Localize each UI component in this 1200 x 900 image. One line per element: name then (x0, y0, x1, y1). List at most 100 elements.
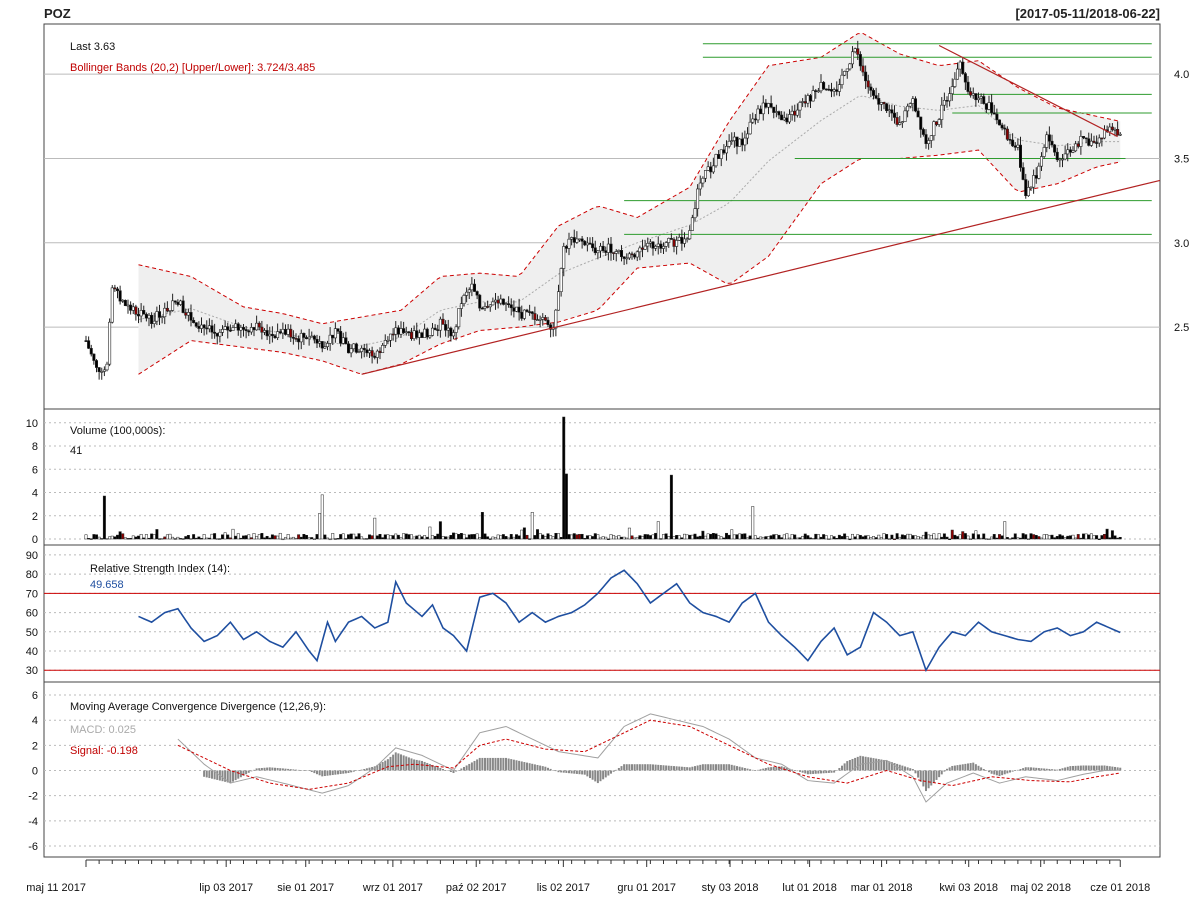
volume-bar (1084, 533, 1088, 540)
volume-bar (410, 534, 413, 540)
macd-histogram-bar (1119, 767, 1122, 771)
macd-histogram-bar (736, 766, 738, 771)
volume-bar (1061, 535, 1064, 540)
candle-body (1037, 165, 1041, 179)
macd-histogram-bar (1108, 766, 1111, 771)
macd-histogram-bar (780, 766, 783, 771)
macd-tick-label: -4 (28, 816, 38, 828)
volume-bar (228, 537, 232, 540)
macd-histogram-bar (1074, 765, 1077, 771)
macd-histogram-bar (843, 763, 846, 771)
volume-bar (517, 535, 521, 540)
candle-body (643, 245, 647, 250)
candle-body (339, 331, 343, 344)
candle-body (394, 327, 398, 335)
macd-histogram-bar (547, 767, 549, 771)
macd-histogram-bar (321, 770, 324, 777)
macd-histogram-bar (659, 765, 662, 771)
macd-histogram-bar (250, 770, 253, 772)
macd-histogram-bar (287, 768, 290, 771)
volume-bar (370, 535, 374, 540)
macd-histogram-bar (578, 770, 581, 775)
macd-histogram-bar (1114, 766, 1116, 771)
volume-bar (872, 536, 875, 540)
volume-bar (365, 538, 369, 540)
candle-body (89, 348, 93, 355)
macd-histogram-bar (838, 767, 841, 771)
signal-value: Signal: -0.198 (70, 745, 138, 757)
macd-histogram-bar (749, 769, 752, 771)
macd-histogram-bar (848, 760, 851, 771)
volume-bar (866, 535, 870, 540)
volume-bar (441, 536, 445, 540)
volume-bar (1082, 533, 1085, 540)
last-price-label: Last 3.63 (70, 41, 115, 53)
macd-histogram-bar (229, 770, 232, 784)
volume-bar (1055, 536, 1059, 540)
volume-bar (158, 538, 161, 540)
macd-histogram-bar (507, 758, 510, 771)
volume-bar (748, 535, 752, 540)
volume-bar (958, 534, 962, 540)
candle-body (165, 307, 169, 312)
volume-title: Volume (100,000s): (70, 425, 165, 437)
candle-body (808, 95, 812, 102)
volume-bar (551, 536, 555, 540)
candle-body (1089, 140, 1093, 146)
volume-bar (341, 533, 345, 540)
macd-histogram-bar (925, 770, 927, 792)
volume-bar (601, 536, 605, 540)
volume-bar (194, 537, 198, 540)
rsi-value: 49.658 (90, 579, 124, 591)
macd-histogram-bar (885, 760, 888, 771)
candle-body (404, 331, 408, 334)
candle-body (1008, 139, 1012, 141)
macd-histogram-bar (851, 758, 854, 771)
candle-body (585, 242, 589, 246)
macd-histogram-bar (814, 770, 817, 774)
candle-body (270, 333, 274, 337)
bollinger-lower (138, 149, 1121, 375)
macd-histogram-bar (224, 770, 227, 782)
volume-bar (543, 536, 547, 540)
macd-histogram-bar (279, 768, 282, 771)
volume-bar (966, 535, 970, 540)
macd-histogram-bar (1116, 767, 1119, 771)
candle-body (189, 312, 193, 321)
macd-histogram-bar (476, 759, 479, 771)
macd-histogram-bar (1001, 770, 1004, 776)
candle-body (291, 336, 295, 339)
candle-body (921, 129, 925, 135)
candle-body (352, 343, 356, 350)
macd-histogram-bar (544, 766, 547, 771)
volume-bar (541, 534, 545, 540)
volume-bar (236, 533, 240, 540)
volume-tick-label: 4 (32, 488, 38, 500)
volume-bar (785, 533, 789, 540)
volume-bar (567, 534, 571, 540)
candle-body (454, 326, 458, 333)
candle-body (444, 324, 448, 331)
candle-body (459, 303, 463, 309)
volume-bar (1105, 528, 1109, 540)
macd-histogram-bar (604, 770, 607, 778)
volume-bar (389, 535, 392, 540)
volume-bar (612, 535, 616, 540)
volume-bar (777, 534, 781, 540)
volume-bar (231, 528, 235, 540)
macd-histogram-bar (1027, 767, 1030, 771)
candle-body (633, 254, 637, 258)
volume-bar (557, 533, 560, 540)
volume-bar (349, 533, 353, 540)
volume-bar (1013, 533, 1017, 540)
volume-bar (1103, 534, 1106, 540)
macd-histogram-bar (654, 764, 657, 771)
volume-bar (641, 535, 644, 540)
volume-bar (690, 534, 694, 540)
macd-histogram-bar (673, 766, 675, 771)
volume-bar (268, 537, 272, 540)
macd-histogram-bar (216, 770, 219, 780)
macd-histogram-bar (1014, 770, 1017, 771)
volume-bar (538, 533, 542, 540)
candle-body (289, 328, 293, 338)
